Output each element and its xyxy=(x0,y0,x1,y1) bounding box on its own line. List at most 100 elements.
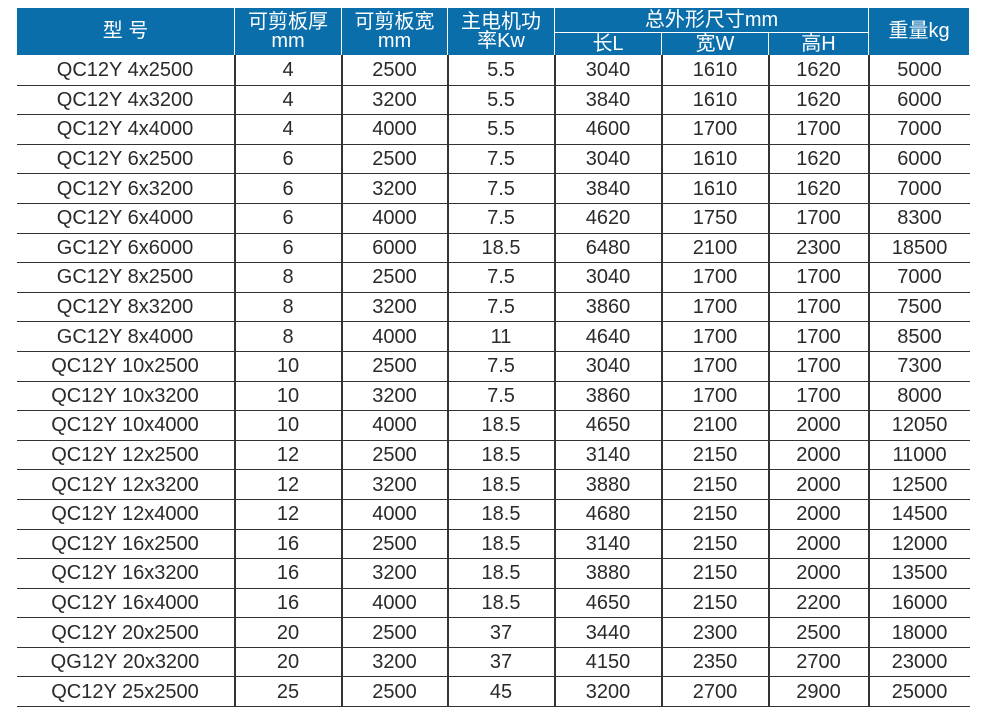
cell-model: QC12Y 10x2500 xyxy=(16,351,235,382)
cell-weight: 12050 xyxy=(867,410,970,441)
cell-power: 7.5 xyxy=(446,144,555,175)
cell-thickness: 16 xyxy=(233,529,342,560)
cell-height: 2500 xyxy=(767,617,869,648)
cell-thickness: 10 xyxy=(233,410,342,441)
cell-length: 3040 xyxy=(553,55,662,86)
cell-power: 11 xyxy=(446,321,555,352)
cell-weight: 14500 xyxy=(867,499,970,530)
table-row: QG12Y 20x3200 20 3200 37 4150 2350 2700 23000 xyxy=(16,647,970,678)
table-row: QC12Y 6x3200 6 3200 7.5 3840 1610 1620 7000 xyxy=(16,173,970,204)
cell-power: 18.5 xyxy=(446,233,555,264)
cell-width-w: 2150 xyxy=(660,469,769,500)
cell-weight: 18000 xyxy=(867,617,970,648)
cell-length: 4640 xyxy=(553,321,662,352)
cell-weight: 23000 xyxy=(867,647,970,678)
cell-power: 7.5 xyxy=(446,262,555,293)
cell-length: 4650 xyxy=(553,588,662,619)
cell-length: 4600 xyxy=(553,114,662,145)
cell-width-w: 1700 xyxy=(660,114,769,145)
cell-weight: 16000 xyxy=(867,588,970,619)
cell-weight: 6000 xyxy=(867,144,970,175)
cell-width-w: 2300 xyxy=(660,617,769,648)
cell-height: 1620 xyxy=(767,173,869,204)
cell-thickness: 10 xyxy=(233,381,342,412)
cell-height: 2000 xyxy=(767,469,869,500)
table-row: QC12Y 12x4000 12 4000 18.5 4680 2150 2000 14500 xyxy=(16,499,970,530)
cell-length: 3200 xyxy=(553,676,662,708)
cell-power: 7.5 xyxy=(446,381,555,412)
cell-weight: 7300 xyxy=(867,351,970,382)
table-row: QC12Y 12x3200 12 3200 18.5 3880 2150 2000 12500 xyxy=(16,469,970,500)
cell-width-w: 2150 xyxy=(660,588,769,619)
cell-power: 18.5 xyxy=(446,440,555,471)
cell-width-w: 1700 xyxy=(660,351,769,382)
cell-width: 3200 xyxy=(340,469,448,500)
cell-length: 4650 xyxy=(553,410,662,441)
cell-width: 2500 xyxy=(340,351,448,382)
cell-width-w: 1610 xyxy=(660,85,769,116)
cell-thickness: 8 xyxy=(233,262,342,293)
cell-width: 2500 xyxy=(340,617,448,648)
cell-width: 3200 xyxy=(340,292,448,323)
cell-power: 18.5 xyxy=(446,410,555,441)
table-row: QC12Y 25x2500 25 2500 45 3200 2700 2900 25000 xyxy=(16,676,970,708)
cell-weight: 12000 xyxy=(867,529,970,560)
cell-thickness: 12 xyxy=(233,469,342,500)
cell-width-w: 2150 xyxy=(660,558,769,589)
cell-height: 2000 xyxy=(767,558,869,589)
cell-width: 3200 xyxy=(340,173,448,204)
spec-table: 型 号 可剪板厚 mm 可剪板宽 mm 主电机功 率Kw 总外形尺寸mm 重量kg 长… xyxy=(16,7,971,708)
cell-width-w: 1700 xyxy=(660,321,769,352)
cell-weight: 5000 xyxy=(867,55,970,86)
cell-height: 2000 xyxy=(767,440,869,471)
cell-width-w: 2100 xyxy=(660,233,769,264)
table-row: QC12Y 4x2500 4 2500 5.5 3040 1610 1620 5000 xyxy=(16,55,970,86)
cell-width: 2500 xyxy=(340,440,448,471)
cell-thickness: 25 xyxy=(233,676,342,708)
cell-thickness: 10 xyxy=(233,351,342,382)
cell-width: 2500 xyxy=(340,529,448,560)
header-height: 高H xyxy=(767,32,870,56)
cell-width: 4000 xyxy=(340,499,448,530)
cell-thickness: 20 xyxy=(233,617,342,648)
cell-model: QC12Y 12x3200 xyxy=(16,469,235,500)
cell-height: 1700 xyxy=(767,292,869,323)
table-row: GC12Y 8x4000 8 4000 11 4640 1700 1700 8500 xyxy=(16,321,970,352)
cell-width: 3200 xyxy=(340,558,448,589)
cell-thickness: 12 xyxy=(233,440,342,471)
cell-height: 1700 xyxy=(767,381,869,412)
cell-length: 3040 xyxy=(553,262,662,293)
header-power: 主电机功 率Kw xyxy=(447,7,555,56)
cell-thickness: 8 xyxy=(233,321,342,352)
cell-weight: 7000 xyxy=(867,262,970,293)
cell-height: 1700 xyxy=(767,262,869,293)
cell-power: 18.5 xyxy=(446,469,555,500)
cell-width: 3200 xyxy=(340,381,448,412)
cell-thickness: 16 xyxy=(233,588,342,619)
cell-length: 3040 xyxy=(553,351,662,382)
cell-width-w: 2150 xyxy=(660,499,769,530)
cell-model: QC12Y 16x3200 xyxy=(16,558,235,589)
table-row: QC12Y 10x4000 10 4000 18.5 4650 2100 2000 12050 xyxy=(16,410,970,441)
cell-power: 7.5 xyxy=(446,292,555,323)
cell-width: 6000 xyxy=(340,233,448,264)
header-weight: 重量kg xyxy=(868,7,971,56)
cell-model: GC12Y 6x6000 xyxy=(16,233,235,264)
cell-width: 4000 xyxy=(340,321,448,352)
cell-length: 4150 xyxy=(553,647,662,678)
cell-width: 2500 xyxy=(340,262,448,293)
cell-height: 1700 xyxy=(767,114,869,145)
cell-length: 4620 xyxy=(553,203,662,234)
cell-model: QC12Y 4x2500 xyxy=(16,55,235,86)
table-row: GC12Y 8x2500 8 2500 7.5 3040 1700 1700 7000 xyxy=(16,262,970,293)
cell-width-w: 1610 xyxy=(660,173,769,204)
cell-thickness: 4 xyxy=(233,55,342,86)
cell-height: 2000 xyxy=(767,499,869,530)
table-row: QC12Y 4x4000 4 4000 5.5 4600 1700 1700 7000 xyxy=(16,114,970,145)
table-row: QC12Y 8x3200 8 3200 7.5 3860 1700 1700 7500 xyxy=(16,292,970,323)
table-row: GC12Y 6x6000 6 6000 18.5 6480 2100 2300 18500 xyxy=(16,233,970,264)
cell-weight: 7000 xyxy=(867,173,970,204)
cell-length: 4680 xyxy=(553,499,662,530)
cell-power: 5.5 xyxy=(446,55,555,86)
table-row: QC12Y 16x4000 16 4000 18.5 4650 2150 2200 16000 xyxy=(16,588,970,619)
